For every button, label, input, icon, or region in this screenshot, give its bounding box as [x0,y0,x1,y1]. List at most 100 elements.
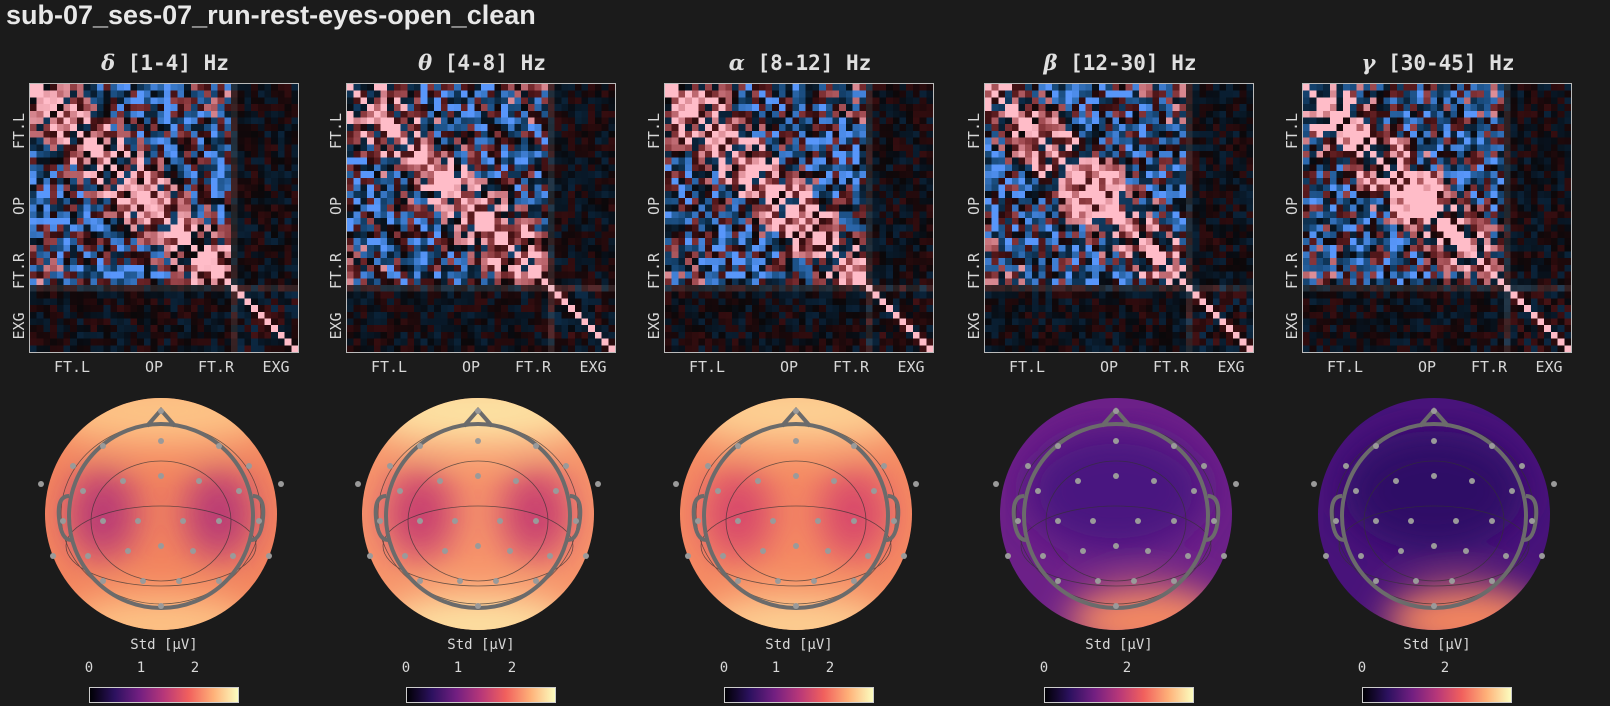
matrix-row-label: FT.R [10,252,28,290]
electrode-dot [1055,578,1061,584]
electrode-dot [80,488,86,494]
matrix-col-label: OP [461,358,481,376]
colorbar-label: Std [μV] [130,637,198,653]
electrode-dot [38,481,44,487]
electrode-dot [140,578,146,584]
electrode-dot [735,443,741,449]
topomap [993,398,1239,630]
electrode-dot [755,478,761,484]
electrode-dot [901,553,907,559]
matrix-col-label: OP [1099,358,1119,376]
electrode-dot [1055,518,1061,524]
matrix-row-label: EXG [1283,312,1301,340]
electrode-dot [1551,481,1557,487]
electrode-dot [1040,553,1046,559]
band-title: β [12-30] Hz [984,50,1256,75]
electrode-dot [573,518,579,524]
matrix-row-label: FT.L [327,112,345,150]
electrode-dot [1113,438,1119,444]
matrix-row-label: FT.R [965,252,983,290]
electrode-dot [1503,553,1509,559]
electrode-dot [190,548,196,554]
electrode-dot [387,463,393,469]
matrix-col-label: EXG [1217,358,1245,376]
electrode-dot [793,438,799,444]
electrode-dot [1075,478,1081,484]
electrode-dot [735,578,741,584]
matrix-row-label: EXG [327,312,345,340]
band-range: [4-8] Hz [444,51,546,75]
electrode-dot [1539,553,1545,559]
electrode-dot [60,518,66,524]
electrode-dot [1035,488,1041,494]
matrix-row-label: FT.L [965,112,983,150]
matrix-row-label: EXG [10,312,28,340]
electrode-dot [595,481,601,487]
electrode-dot [475,543,481,549]
electrode-dot [1135,518,1141,524]
electrode-dot [533,443,539,449]
electrode-dot [1469,478,1475,484]
electrode-dot [1113,408,1119,414]
electrode-dot [1489,578,1495,584]
colorbar-tick-label: 1 [453,660,463,676]
colorbar-tick-label: 2 [1122,660,1132,676]
band-panel: δ [1-4] Hz FT.L OP FT.R EXG FT.L OP FT.R EXG Std… [10,0,349,706]
electrode-dot [100,518,106,524]
matrix-col-label: OP [144,358,164,376]
matrix-col-label: FT.L [1326,358,1364,376]
band-range: [8-12] Hz [757,51,872,75]
electrode-dot [1131,578,1137,584]
electrode-dot [1311,481,1317,487]
matrix-col-label: EXG [579,358,607,376]
band-title: θ [4-8] Hz [346,50,618,75]
band-range: [12-30] Hz [1070,51,1197,75]
electrode-dot [793,543,799,549]
matrix-col-label: FT.L [53,358,91,376]
topomap [673,398,919,630]
matrix-col-label: FT.R [197,358,235,376]
electrode-dot [1373,578,1379,584]
electrode-dot [815,518,821,524]
connectivity-matrix [29,83,299,353]
electrode-dot [180,518,186,524]
electrode-dot [1519,463,1525,469]
electrode-dot [417,518,423,524]
colorbar-tick-label: 0 [401,660,411,676]
matrix-col-label: OP [1417,358,1437,376]
electrode-dot [993,481,999,487]
electrode-dot [685,553,691,559]
electrode-dot [100,443,106,449]
electrode-dot [1431,438,1437,444]
electrode-dot [1373,518,1379,524]
electrode-dot [475,473,481,479]
topomap [38,398,284,630]
electrodes [38,408,284,609]
electrode-dot [493,578,499,584]
matrix-col-label: FT.R [1470,358,1508,376]
electrode-dot [1353,488,1359,494]
colorbar-tick-label: 1 [136,660,146,676]
colorbar [406,687,556,703]
band-title: γ [30-45] Hz [1302,50,1574,75]
electrode-dot [135,518,141,524]
electrode-dot [1333,518,1339,524]
electrode-dot [475,408,481,414]
electrode-dot [196,478,202,484]
electrode-dot [417,578,423,584]
band-panel: β [12-30] Hz FT.L OP FT.R EXG FT.L OP FT.R EXG S… [965,0,1304,706]
electrode-dot [355,481,361,487]
matrix-row-label: FT.L [1283,112,1301,150]
band-title: δ [1-4] Hz [29,50,301,75]
colorbar-tick-label: 2 [190,660,200,676]
electrode-dot [1090,518,1096,524]
electrode-dot [1185,553,1191,559]
connectivity-matrix [984,83,1254,353]
matrix-row-label: OP [965,196,983,216]
electrode-dot [770,518,776,524]
electrode-dot [70,463,76,469]
electrode-dot [695,518,701,524]
band-range: [30-45] Hz [1388,51,1515,75]
colorbar-tick-label: 0 [719,660,729,676]
electrode-dot [100,578,106,584]
